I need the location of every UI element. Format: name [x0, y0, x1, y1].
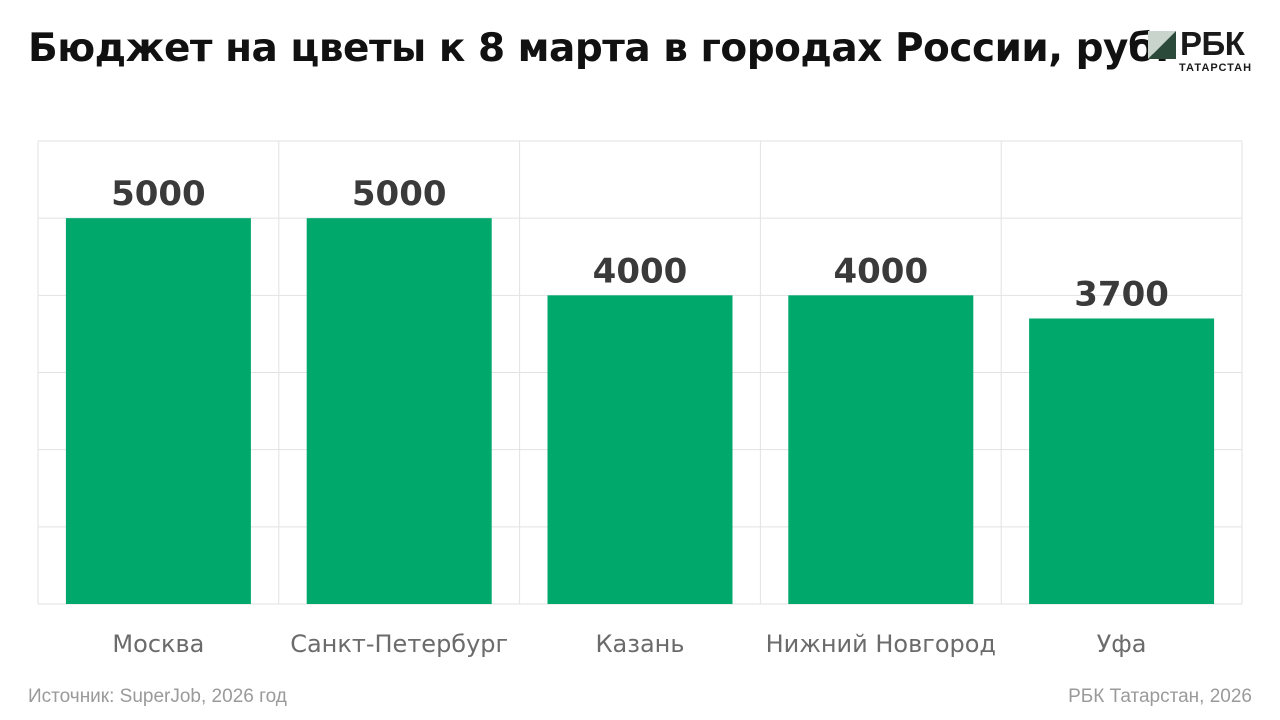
- bar-value-label: 4000: [833, 251, 928, 291]
- credit-note: РБК Татарстан, 2026: [1068, 686, 1252, 707]
- bar-value-label: 3700: [1074, 274, 1169, 314]
- bar-value-label: 4000: [593, 251, 688, 291]
- logo-wordmark: РБК: [1180, 25, 1245, 62]
- chart-title: Бюджет на цветы к 8 марта в городах Росс…: [28, 26, 1170, 71]
- bar: [65, 218, 251, 604]
- category-label: Уфа: [1097, 630, 1147, 658]
- bar: [306, 218, 492, 604]
- rbc-logo-icon: [1148, 31, 1176, 59]
- chart-bars: [65, 218, 1215, 604]
- bar-value-label: 5000: [352, 174, 447, 214]
- category-label: Москва: [112, 630, 204, 658]
- bar-value-label: 5000: [111, 174, 206, 214]
- chart-labels: 5000 Москва 5000 Санкт-Петербург 4000 Казань 4…: [111, 174, 1169, 658]
- category-label: Казань: [595, 630, 684, 658]
- bar: [788, 295, 974, 604]
- logo-subtitle: ТАТАРСТАН: [1179, 62, 1253, 74]
- rbc-logo: РБК ТАТАРСТАН: [1148, 25, 1253, 76]
- bar: [1029, 318, 1215, 604]
- bar-chart: 5000 Москва 5000 Санкт-Петербург 4000 Казань 4…: [37, 140, 1243, 658]
- category-label: Нижний Новгород: [766, 630, 996, 658]
- bar: [547, 295, 733, 604]
- category-label: Санкт-Петербург: [290, 630, 508, 658]
- source-note: Источник: SuperJob, 2026 год: [28, 686, 287, 707]
